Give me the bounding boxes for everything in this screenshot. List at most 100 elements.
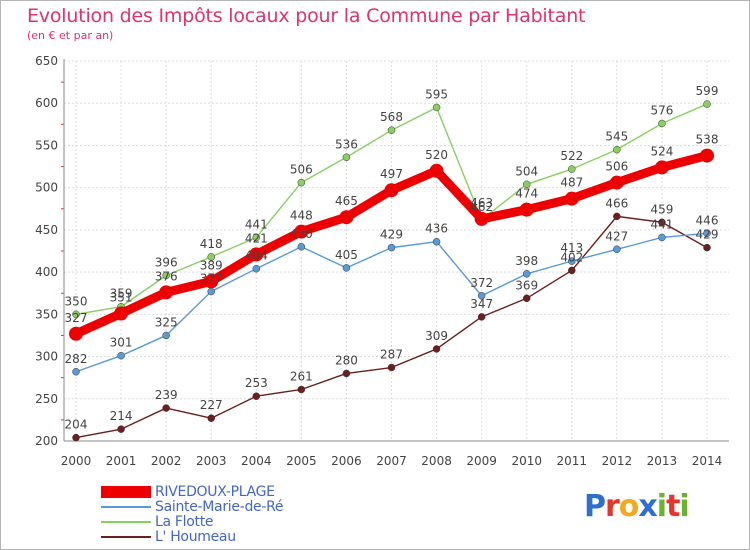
data-label: 524 (650, 144, 673, 158)
data-label: 309 (425, 329, 448, 343)
data-point (522, 270, 531, 278)
y-tick-label: 450 (35, 223, 58, 237)
logo-letter: t (666, 489, 680, 524)
data-point (252, 392, 261, 400)
data-point (207, 253, 215, 261)
data-point (568, 165, 576, 173)
data-label: 376 (155, 269, 178, 283)
data-label: 504 (515, 164, 538, 178)
proxiti-logo: Proxiti (584, 489, 690, 524)
data-label: 429 (696, 228, 719, 242)
legend-label: L' Houmeau (155, 529, 236, 545)
legend-swatch (101, 521, 151, 523)
logo-letter: x (638, 489, 657, 524)
data-label: 421 (245, 231, 268, 245)
chart-subtitle: (en € et par an) (27, 29, 114, 42)
data-point (72, 433, 80, 442)
data-label: 282 (65, 352, 88, 366)
data-label: 506 (290, 163, 313, 177)
data-point (114, 306, 129, 321)
data-label: 568 (380, 110, 403, 124)
data-point (342, 264, 351, 272)
data-label: 351 (110, 290, 133, 304)
data-label: 287 (380, 348, 403, 362)
data-point (159, 285, 174, 300)
data-label: 466 (605, 196, 628, 210)
x-tick-label: 2003 (196, 454, 227, 468)
data-point (429, 163, 444, 178)
data-point (703, 243, 711, 252)
data-label: 436 (425, 222, 448, 236)
data-point (117, 425, 125, 433)
logo-letter: P (584, 489, 606, 524)
legend-swatch (101, 486, 151, 498)
x-tick-label: 2004 (241, 454, 272, 468)
legend-label: Sainte-Marie-de-Ré (155, 499, 284, 515)
data-label: 446 (696, 213, 719, 227)
data-label: 427 (605, 229, 628, 243)
data-label: 522 (560, 149, 583, 163)
data-label: 576 (650, 103, 673, 117)
data-point (384, 183, 399, 198)
data-point (294, 224, 309, 239)
x-tick-label: 2005 (286, 454, 317, 468)
legend-swatch (101, 506, 151, 508)
y-tick-label: 600 (35, 96, 58, 110)
data-label: 253 (245, 376, 268, 390)
data-label: 402 (560, 250, 583, 264)
data-point (207, 414, 215, 422)
x-tick-label: 2006 (331, 454, 362, 468)
data-label: 301 (110, 336, 133, 350)
data-label: 204 (65, 418, 88, 432)
y-tick-label: 350 (35, 307, 58, 321)
data-point (207, 287, 215, 296)
y-tick-label: 300 (35, 350, 58, 364)
x-tick-label: 2014 (692, 454, 723, 468)
logo-letter: o (618, 489, 640, 524)
data-label: 463 (470, 196, 493, 210)
data-label: 325 (155, 315, 178, 329)
data-point (658, 233, 666, 242)
x-tick-label: 2012 (602, 454, 633, 468)
legend-swatch (101, 536, 151, 538)
data-point (658, 119, 666, 128)
data-label: 441 (650, 217, 673, 231)
legend-item: La Flotte (101, 514, 214, 530)
x-tick-label: 2008 (421, 454, 452, 468)
logo-letter: i (679, 489, 689, 524)
data-point (339, 210, 354, 225)
data-label: 404 (245, 249, 268, 263)
data-label: 462 (470, 200, 493, 214)
data-label: 377 (200, 272, 223, 286)
data-label: 538 (696, 133, 719, 147)
data-point (387, 363, 396, 372)
y-tick-label: 200 (35, 434, 58, 448)
data-point (297, 178, 306, 187)
data-point (69, 326, 83, 341)
data-point (297, 385, 306, 394)
data-point (204, 274, 219, 289)
data-label: 214 (110, 409, 133, 423)
data-point (519, 202, 534, 217)
data-point (432, 237, 441, 246)
data-point (613, 145, 621, 154)
data-label: 359 (110, 287, 133, 301)
data-label: 448 (290, 209, 313, 223)
data-point (703, 229, 711, 238)
data-point (568, 257, 576, 265)
data-point (703, 100, 711, 108)
data-point (613, 212, 621, 221)
data-point (658, 218, 666, 227)
data-point (342, 369, 351, 378)
data-label: 520 (425, 148, 448, 162)
data-label: 441 (245, 217, 268, 231)
data-point (387, 126, 396, 134)
logo-letter: i (656, 489, 667, 524)
y-tick-label: 400 (35, 265, 58, 279)
data-point (522, 294, 531, 303)
data-point (654, 160, 669, 175)
data-point (568, 266, 576, 275)
data-point (252, 233, 261, 242)
data-label: 430 (290, 227, 313, 241)
